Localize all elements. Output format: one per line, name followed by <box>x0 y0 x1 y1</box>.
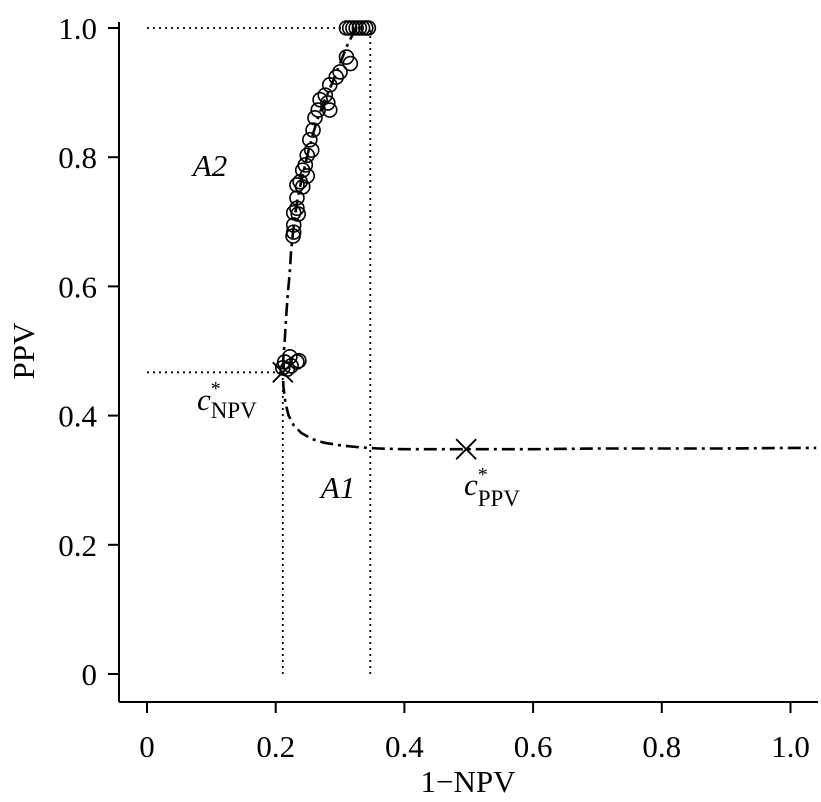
data-point <box>360 20 377 36</box>
data-point <box>321 77 338 93</box>
x-tick-label: 1.0 <box>771 729 810 764</box>
cross-stroke <box>455 438 477 460</box>
y-tick-label: 1.0 <box>58 11 97 46</box>
data-point <box>310 102 326 118</box>
data-point <box>303 142 320 158</box>
region-label-a1: A1 <box>319 470 355 505</box>
x-axis-title: 1−NPV <box>421 764 517 799</box>
data-point <box>289 190 305 206</box>
cutoff-label-ppv: c* PPV <box>464 464 520 511</box>
cross-stroke <box>272 361 294 383</box>
data-point <box>307 109 323 126</box>
y-tick-label: 0.6 <box>58 269 97 304</box>
cutoff-label-subscript: PPV <box>478 486 521 511</box>
reference-lines <box>147 27 372 674</box>
x-tick-label: 0 <box>139 729 155 764</box>
curve-line <box>281 27 817 451</box>
data-point <box>342 55 359 72</box>
y-tick-label: 0 <box>82 657 98 692</box>
cutoff-cross-marker <box>272 361 294 383</box>
data-point <box>332 64 348 80</box>
data-point <box>299 147 316 164</box>
data-point <box>291 352 307 369</box>
cutoff-cross-marker <box>455 438 477 460</box>
curve-layer <box>281 27 817 451</box>
data-point <box>317 87 334 103</box>
data-point <box>305 122 321 138</box>
region-label-a2: A2 <box>191 148 227 183</box>
data-point <box>289 200 305 217</box>
cutoff-markers <box>272 361 477 460</box>
data-point <box>285 228 301 244</box>
cutoff-label-base: c <box>197 382 211 417</box>
data-point <box>290 206 307 222</box>
cutoff-label-base: c <box>464 467 478 502</box>
y-tick-label: 0.2 <box>58 528 97 563</box>
cutoff-label-npv: c* NPV <box>197 378 257 423</box>
data-point <box>302 131 318 148</box>
cutoff-label-superscript: * <box>211 378 221 400</box>
data-point <box>285 217 302 233</box>
y-axis-title: PPV <box>6 322 41 379</box>
data-point <box>312 91 328 108</box>
y-tick-label: 0.4 <box>58 399 97 434</box>
data-point <box>274 359 291 376</box>
x-tick-label: 0.2 <box>256 729 295 764</box>
ticks: 0 0.2 0.4 0.6 0.8 1.0 0 0.2 0.4 0.6 0.8 1.0 <box>58 11 810 764</box>
x-tick-label: 0.8 <box>642 729 681 764</box>
data-point <box>321 102 338 118</box>
cutoff-label-subscript: NPV <box>211 398 257 423</box>
cutoff-label-superscript: * <box>478 464 488 486</box>
axes <box>118 22 818 703</box>
y-tick-label: 0.8 <box>58 140 97 175</box>
data-points <box>274 20 377 377</box>
x-tick-label: 0.4 <box>385 729 424 764</box>
x-tick-label: 0.6 <box>514 729 553 764</box>
